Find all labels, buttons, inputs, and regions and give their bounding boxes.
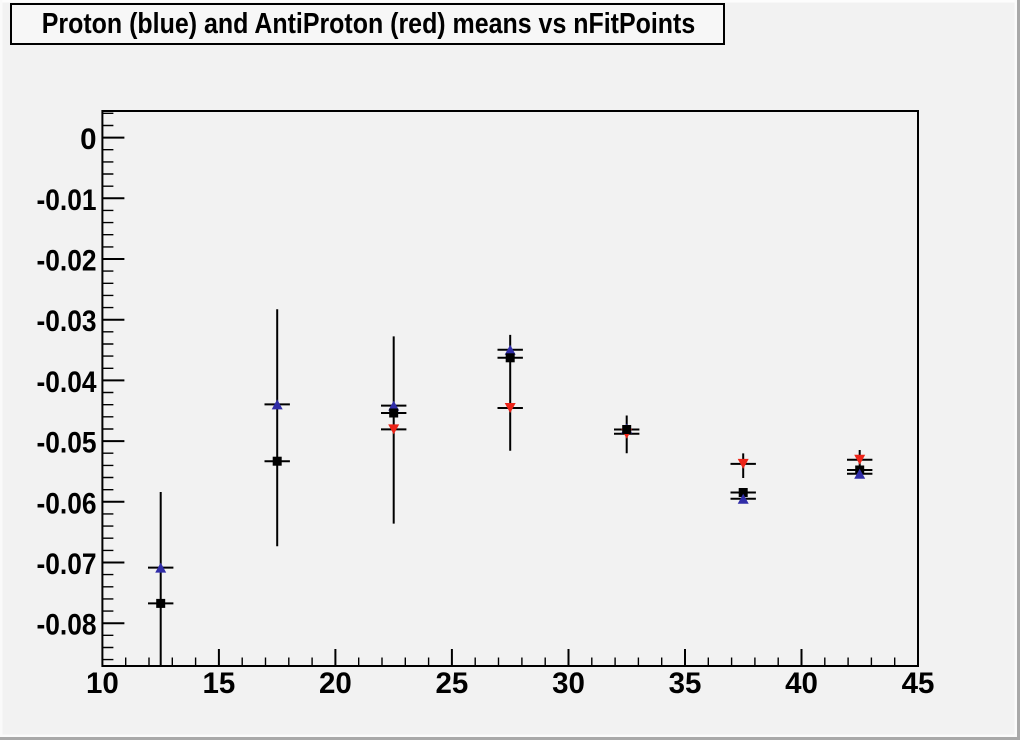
svg-text:-0.04: -0.04 xyxy=(37,366,98,399)
svg-text:35: 35 xyxy=(669,667,702,700)
svg-text:-0.05: -0.05 xyxy=(37,427,97,460)
svg-text:20: 20 xyxy=(319,667,352,700)
svg-text:10: 10 xyxy=(86,667,119,700)
svg-text:Proton (blue) and AntiProton (: Proton (blue) and AntiProton (red) means… xyxy=(42,8,696,40)
svg-text:-0.07: -0.07 xyxy=(37,548,97,581)
svg-text:15: 15 xyxy=(202,667,235,700)
svg-text:0: 0 xyxy=(80,123,96,156)
svg-text:25: 25 xyxy=(435,667,468,700)
svg-text:40: 40 xyxy=(785,667,818,700)
svg-text:-0.01: -0.01 xyxy=(37,184,97,217)
svg-text:-0.08: -0.08 xyxy=(37,609,97,642)
svg-text:45: 45 xyxy=(902,667,935,700)
svg-text:-0.03: -0.03 xyxy=(37,305,97,338)
svg-text:30: 30 xyxy=(552,667,585,700)
svg-text:-0.06: -0.06 xyxy=(37,487,97,520)
svg-text:-0.02: -0.02 xyxy=(37,245,97,278)
